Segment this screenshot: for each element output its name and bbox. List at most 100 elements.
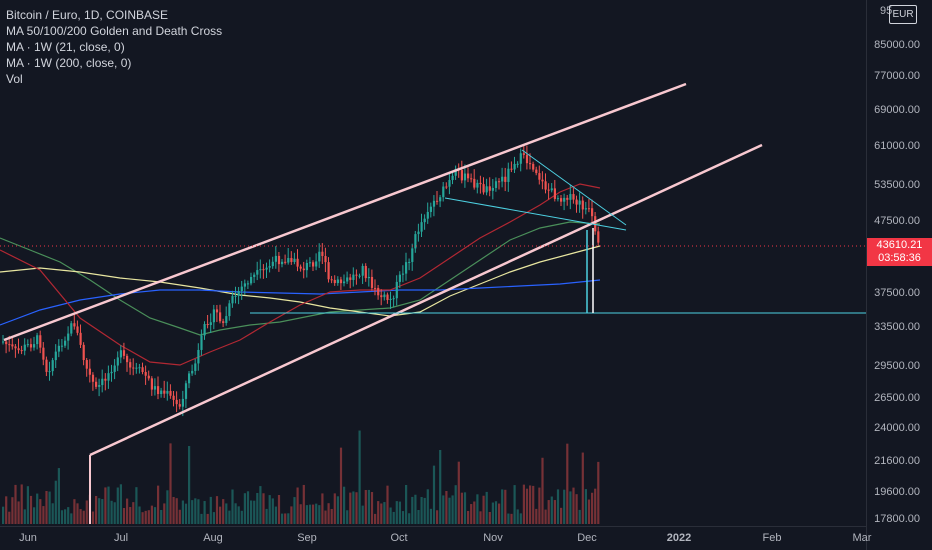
time-axis[interactable]: Jun Jul Aug Sep Oct Nov Dec 2022 Feb Mar [19,532,872,544]
indicator-golden-death-cross[interactable]: MA 50/100/200 Golden and Death Cross [6,24,223,38]
indicator-ma-200[interactable]: MA · 1W (200, close, 0) [6,56,132,70]
volume-bar [383,502,386,524]
volume-bar [287,513,290,524]
time-tick-label: Oct [390,532,407,544]
candle-body [510,168,513,170]
candle-body [398,274,401,282]
volume-bar [507,513,510,524]
volume-bar [132,502,135,524]
candle-body [591,208,594,217]
volume-bar [504,489,507,524]
candle-body [91,374,95,382]
candle-body [525,154,529,164]
candle-body [110,371,113,374]
currency-button[interactable]: EUR [889,5,917,24]
volume-bar [429,508,432,524]
candle-body [222,321,225,323]
volume-bar [212,512,215,524]
volume-bar [147,510,150,524]
volume-bar [370,492,374,524]
candle-body [479,182,482,185]
candle-body [432,200,436,207]
volume-bar [175,498,178,524]
symbol-title[interactable]: Bitcoin / Euro, 1D, COINBASE [6,8,169,22]
candle-body [163,390,166,394]
volume-bar [563,489,566,524]
candle-body [259,269,262,271]
candle-body [231,296,234,304]
indicator-ma-21[interactable]: MA · 1W (21, close, 0) [6,40,125,54]
candle-body [240,286,243,292]
price-tick-label: 53500.00 [874,179,920,191]
candle-body [377,287,380,296]
candle-body [250,276,253,284]
volume-bar [364,490,367,524]
price-axis[interactable]: 85000.00 77000.00 69000.00 61000.00 53500.00… [874,5,920,525]
candle-body [135,367,138,369]
candle-body [401,273,405,275]
candle-body [36,335,39,345]
candle-body [374,287,377,289]
volume-bar [587,499,591,524]
volume-bar [560,507,563,524]
candle-body [11,344,14,347]
candle-body [389,298,392,301]
candle-body [172,395,175,400]
candle-body [153,386,157,390]
volume-bar [231,489,234,524]
candle-body [234,295,237,297]
volume-bar [253,500,256,524]
candle-body [54,351,57,361]
volume-bar [581,452,584,524]
volume-bar [250,500,253,524]
candle-body [284,261,287,263]
volume-bar [591,492,594,524]
ma-green-line [0,221,601,336]
volume-bar [463,492,467,524]
volume-bar [318,505,321,524]
candle-body [544,181,547,190]
volume-bar [144,510,147,524]
volume-bar [184,503,188,524]
indicator-volume[interactable]: Vol [6,72,23,86]
volume-bar [219,506,222,524]
volume-bar [538,487,541,524]
volume-bar [17,501,20,524]
volume-bar [293,497,296,524]
candle-body [414,234,417,249]
volume-bar [436,510,439,524]
volume-bar [454,485,457,524]
ma-red-line [0,183,601,366]
volume-bar [405,484,408,524]
volume-bar [256,492,259,524]
candle-body [383,294,386,298]
candle-body [132,367,135,369]
candle-body [122,350,126,356]
candle-body [14,346,17,349]
volume-bar [336,496,339,524]
candle-body [513,163,516,170]
candle-body [584,208,587,210]
candle-body [349,277,352,280]
time-tick-label: Mar [853,532,872,544]
candle-body [237,291,240,296]
volume-bar [296,487,299,524]
candle-body [361,265,364,276]
candle-body [343,281,346,284]
candle-body [485,186,488,193]
candle-body [352,274,355,280]
candle-body [2,341,5,343]
volume-bar [126,498,129,524]
price-tick-label: 21600.00 [874,455,920,467]
last-price-value: 43610.21 [876,239,923,251]
volume-bar [11,497,14,524]
volume-bar [141,512,144,524]
volume-bar [479,511,482,524]
volume-bar [544,509,547,524]
candle-body [169,390,172,396]
candle-body [188,373,191,384]
candle-body [33,344,36,348]
candle-body [448,180,451,187]
candle-body [17,348,20,351]
